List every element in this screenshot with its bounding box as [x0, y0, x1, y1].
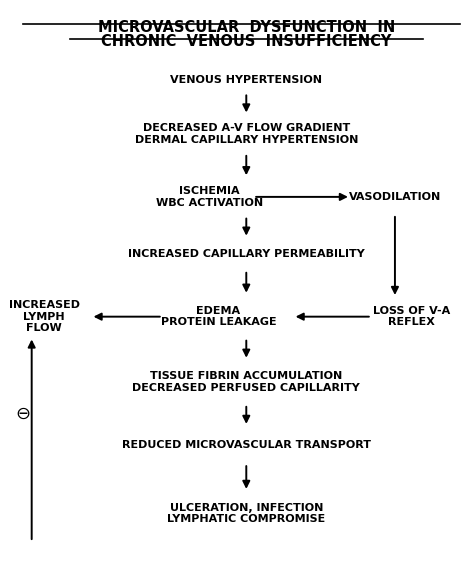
Text: LOSS OF V-A
REFLEX: LOSS OF V-A REFLEX: [373, 306, 450, 328]
Text: ULCERATION, INFECTION
LYMPHATIC COMPROMISE: ULCERATION, INFECTION LYMPHATIC COMPROMI…: [167, 503, 326, 524]
Text: EDEMA
PROTEIN LEAKAGE: EDEMA PROTEIN LEAKAGE: [161, 306, 276, 328]
Text: ISCHEMIA
WBC ACTIVATION: ISCHEMIA WBC ACTIVATION: [155, 186, 263, 208]
Text: CHRONIC  VENOUS  INSUFFICIENCY: CHRONIC VENOUS INSUFFICIENCY: [101, 34, 392, 49]
Text: DECREASED A-V FLOW GRADIENT
DERMAL CAPILLARY HYPERTENSION: DECREASED A-V FLOW GRADIENT DERMAL CAPIL…: [135, 123, 358, 145]
Text: MICROVASCULAR  DYSFUNCTION  IN: MICROVASCULAR DYSFUNCTION IN: [98, 20, 395, 35]
Text: TISSUE FIBRIN ACCUMULATION
DECREASED PERFUSED CAPILLARITY: TISSUE FIBRIN ACCUMULATION DECREASED PER…: [132, 371, 360, 393]
Text: VASODILATION: VASODILATION: [349, 192, 441, 202]
Text: INCREASED
LYMPH
FLOW: INCREASED LYMPH FLOW: [9, 300, 80, 333]
Text: INCREASED CAPILLARY PERMEABILITY: INCREASED CAPILLARY PERMEABILITY: [128, 249, 365, 259]
Text: VENOUS HYPERTENSION: VENOUS HYPERTENSION: [170, 75, 322, 85]
Text: ⊖: ⊖: [16, 404, 31, 423]
Text: REDUCED MICROVASCULAR TRANSPORT: REDUCED MICROVASCULAR TRANSPORT: [122, 440, 371, 450]
